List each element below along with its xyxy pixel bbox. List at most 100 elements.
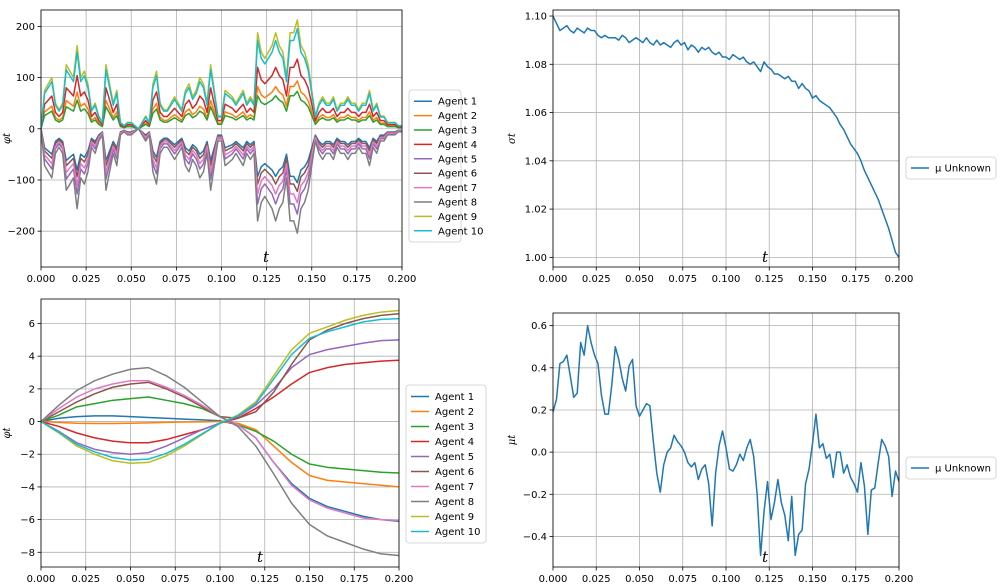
legend-label: Agent 9	[435, 512, 474, 523]
x-tick-label: 0.075	[668, 274, 697, 285]
x-tick-label: 0.150	[798, 274, 827, 285]
legend-label: Agent 8	[435, 497, 474, 508]
legend-label: Agent 4	[438, 140, 477, 151]
y-axis-label: φt	[2, 427, 13, 439]
x-tick-label: 0.050	[625, 574, 654, 585]
series-line-7	[41, 128, 402, 204]
series-line-1	[41, 415, 399, 522]
y-tick-label: 4	[29, 352, 35, 363]
y-tick-label: 1.06	[525, 108, 547, 119]
y-tick-label: 0.2	[531, 405, 547, 416]
x-tick-label: 0.000	[27, 274, 56, 285]
x-axis-label: t	[762, 248, 769, 266]
x-tick-label: 0.000	[27, 574, 56, 585]
x-tick-label: 0.200	[885, 574, 914, 585]
legend-label: Agent 10	[438, 226, 484, 237]
legend-box	[905, 456, 997, 480]
x-tick-label: 0.100	[206, 574, 235, 585]
legend-label: Agent 7	[438, 183, 477, 194]
y-tick-label: 200	[16, 22, 35, 33]
series-line-1	[553, 15, 899, 258]
legend-label: Agent 4	[435, 437, 474, 448]
chart-phi_bottom: 0.000 0.025 0.050 0.075 0.100 0.125 0.150 0.175…	[2, 298, 487, 585]
x-tick-label: 0.200	[885, 274, 914, 285]
y-axis-label: φt	[2, 132, 13, 144]
x-tick-label: 0.050	[625, 274, 654, 285]
x-axis-label: t	[257, 548, 264, 566]
x-tick-label: 0.200	[385, 574, 414, 585]
legend-label: μ Unknown	[935, 164, 991, 175]
x-tick-label: 0.150	[297, 274, 326, 285]
legend-label: Agent 3	[438, 126, 477, 137]
legend-label: Agent 5	[438, 154, 477, 165]
y-tick-label: 2	[29, 384, 35, 395]
chart-sigma: 0.000 0.025 0.050 0.075 0.100 0.125 0.150 0.175…	[507, 9, 997, 285]
legend-label: Agent 1	[438, 97, 477, 108]
legend-label: Agent 9	[438, 212, 477, 223]
x-tick-label: 0.175	[841, 574, 870, 585]
y-tick-label: 0.6	[531, 321, 547, 332]
x-axis-label: t	[263, 248, 270, 266]
y-tick-label: 0	[29, 124, 35, 135]
x-tick-label: 0.075	[161, 574, 190, 585]
legend-box	[408, 89, 462, 243]
legend: μ Unknown	[905, 456, 997, 480]
x-tick-label: 0.125	[252, 274, 281, 285]
series-line-3	[41, 90, 402, 130]
series-line-10	[41, 317, 399, 461]
x-tick-label: 0.175	[343, 274, 372, 285]
y-tick-label: −200	[8, 227, 35, 238]
chart-phi_top: 0.000 0.025 0.050 0.075 0.100 0.125 0.150 0.175…	[2, 9, 484, 285]
y-tick-label: 1.02	[525, 205, 547, 216]
legend-label: Agent 8	[438, 198, 477, 209]
x-tick-label: 0.075	[162, 274, 191, 285]
x-tick-label: 0.175	[340, 574, 369, 585]
y-tick-label: 6	[29, 319, 35, 330]
x-tick-label: 0.000	[539, 274, 568, 285]
legend-label: μ Unknown	[935, 464, 991, 475]
x-tick-label: 0.100	[712, 574, 741, 585]
x-tick-label: 0.125	[250, 574, 279, 585]
x-tick-label: 0.000	[539, 574, 568, 585]
legend-box	[405, 384, 487, 544]
y-axis-label: σt	[507, 132, 518, 144]
x-tick-label: 0.025	[71, 574, 100, 585]
legend-label: Agent 1	[435, 392, 474, 403]
series-line-8	[41, 128, 402, 234]
y-tick-label: 1.04	[525, 156, 547, 167]
x-tick-label: 0.125	[755, 274, 784, 285]
series-line-8	[41, 366, 399, 557]
x-tick-label: 0.200	[388, 274, 417, 285]
x-tick-label: 0.150	[295, 574, 324, 585]
x-axis-label: t	[762, 548, 769, 566]
y-tick-label: −0.2	[523, 490, 547, 501]
y-tick-label: 0.4	[531, 363, 547, 374]
x-tick-label: 0.025	[72, 274, 101, 285]
legend-label: Agent 6	[435, 467, 474, 478]
legend-label: Agent 2	[438, 111, 477, 122]
y-tick-label: −4	[20, 482, 35, 493]
y-tick-label: −100	[8, 175, 35, 186]
y-tick-label: −0.4	[523, 532, 547, 543]
y-tick-label: −8	[20, 548, 35, 559]
x-tick-label: 0.025	[582, 574, 611, 585]
legend-label: Agent 3	[435, 422, 474, 433]
series-line-1	[553, 324, 899, 557]
y-tick-label: −6	[20, 515, 35, 526]
y-axis-label: μt	[507, 434, 518, 445]
x-tick-label: 0.050	[117, 274, 146, 285]
y-tick-label: 0.0	[531, 448, 547, 459]
y-tick-label: 100	[16, 73, 35, 84]
legend: μ Unknown	[905, 156, 997, 180]
y-tick-label: 0	[29, 417, 35, 428]
series-line-4	[41, 58, 402, 130]
x-tick-label: 0.025	[582, 274, 611, 285]
legend: Agent 1 Agent 2 Agent 3 Agent 4 Agent 5 Agent…	[405, 384, 487, 544]
y-tick-label: 1.00	[525, 253, 547, 264]
legend-label: Agent 6	[438, 169, 477, 180]
y-tick-label: 1.08	[525, 60, 547, 71]
x-tick-label: 0.100	[207, 274, 236, 285]
y-tick-label: 1.10	[525, 12, 547, 23]
x-tick-label: 0.175	[841, 274, 870, 285]
